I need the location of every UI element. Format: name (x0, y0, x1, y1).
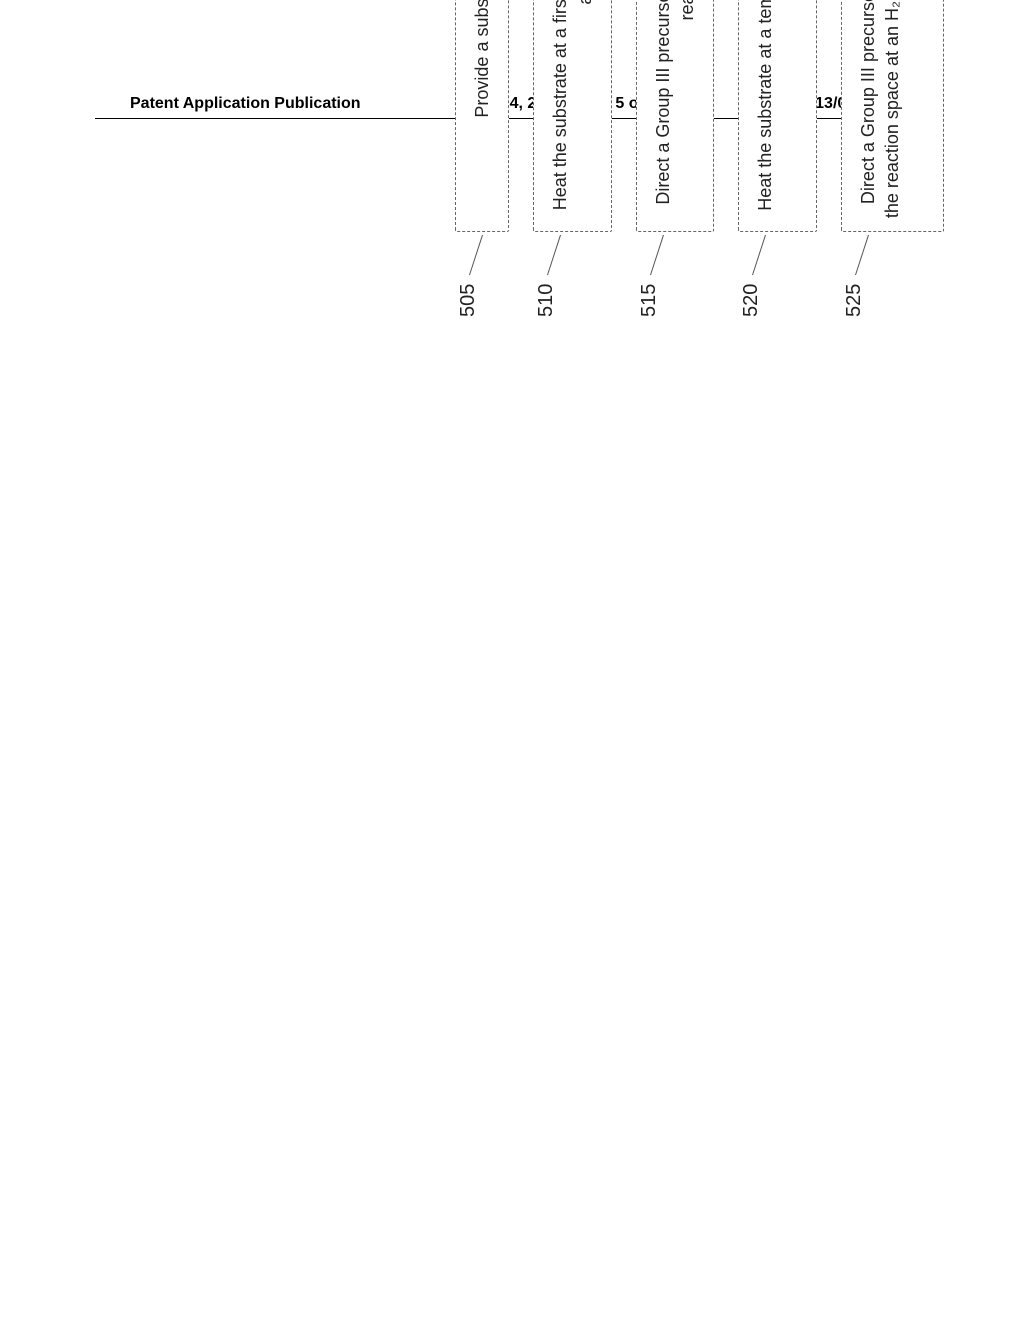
header-left: Patent Application Publication (130, 95, 361, 113)
page: Patent Application Publication Apr. 4, 2… (0, 0, 1024, 1320)
step-box-520: Heat the substrate at a temperature betw… (738, 0, 817, 232)
step-box-515: Direct a Group III precursor and a Group… (636, 0, 715, 232)
step-ref-515: 515 (638, 284, 661, 317)
step-ref-525: 525 (843, 284, 866, 317)
flow-column: 505 Provide a substrate in a reaction sp… (455, 0, 944, 312)
step-510: 510 Heat the substrate at a first temper… (533, 0, 612, 232)
step-505: 505 Provide a substrate in a reaction sp… (455, 0, 509, 232)
step-box-510: Heat the substrate at a first temperatur… (533, 0, 612, 232)
step-515: 515 Direct a Group III precursor and a G… (636, 0, 715, 232)
step-ref-520: 520 (740, 284, 763, 317)
step-525: 525 Direct a Group III precursor, a Grou… (841, 0, 944, 232)
step-520: 520 Heat the substrate at a temperature … (738, 0, 817, 232)
step-ref-510: 510 (535, 284, 558, 317)
flowchart: 500 505 Provide a substrate in a reactio… (455, 0, 944, 312)
step-box-525: Direct a Group III precursor, a Group V … (841, 0, 944, 232)
step-box-505: Provide a substrate in a reaction space (455, 0, 509, 232)
step-ref-505: 505 (457, 284, 480, 317)
